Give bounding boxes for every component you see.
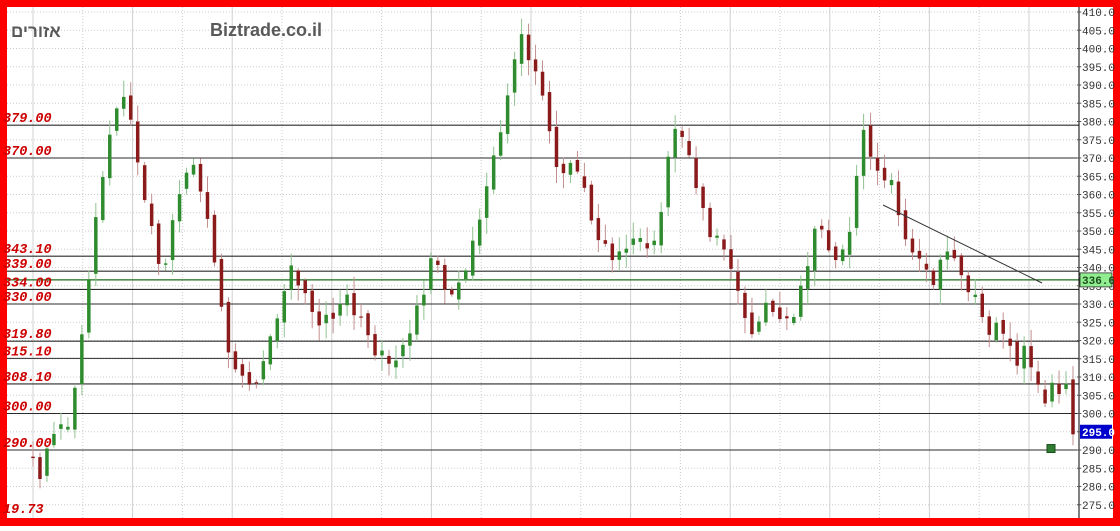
- svg-text:379.00: 379.00: [3, 112, 52, 127]
- svg-text:345.0: 345.0: [1082, 245, 1115, 257]
- svg-text:325.0: 325.0: [1082, 318, 1115, 330]
- svg-text:400.0: 400.0: [1082, 45, 1115, 57]
- svg-text:339.00: 339.00: [3, 258, 52, 273]
- svg-text:285.0: 285.0: [1082, 464, 1115, 476]
- svg-text:280.0: 280.0: [1082, 483, 1115, 495]
- svg-text:295.0: 295.0: [1082, 428, 1115, 440]
- svg-text:12/09/2013 14:32: 12/09/2013 14:32: [10, 0, 96, 2]
- svg-text:405.0: 405.0: [1082, 26, 1115, 38]
- svg-text:19.73: 19.73: [3, 503, 44, 518]
- svg-text:Biztrade.co.il: Biztrade.co.il: [210, 20, 322, 40]
- svg-text:385.0: 385.0: [1082, 99, 1115, 111]
- svg-text:330.00: 330.00: [3, 291, 52, 306]
- svg-text:319.80: 319.80: [3, 328, 52, 343]
- svg-text:315.10: 315.10: [3, 345, 52, 360]
- svg-text:290.0: 290.0: [1082, 446, 1115, 458]
- svg-text:305.0: 305.0: [1082, 391, 1115, 403]
- svg-text:380.0: 380.0: [1082, 118, 1115, 130]
- svg-text:320.0: 320.0: [1082, 337, 1115, 349]
- svg-text:365.0: 365.0: [1082, 172, 1115, 184]
- svg-text:330.0: 330.0: [1082, 300, 1115, 312]
- svg-text:360.0: 360.0: [1082, 191, 1115, 203]
- svg-text:343.10: 343.10: [3, 243, 52, 258]
- svg-text:אזורים: אזורים: [11, 22, 61, 41]
- svg-text:390.0: 390.0: [1082, 81, 1115, 93]
- svg-text:336.6: 336.6: [1082, 276, 1115, 288]
- svg-text:350.0: 350.0: [1082, 227, 1115, 239]
- svg-text:355.0: 355.0: [1082, 209, 1115, 221]
- svg-text:275.0: 275.0: [1082, 501, 1115, 513]
- svg-text:310.0: 310.0: [1082, 373, 1115, 385]
- svg-text:370.00: 370.00: [3, 145, 52, 160]
- svg-text:334.00: 334.00: [3, 276, 52, 291]
- svg-text:370.0: 370.0: [1082, 154, 1115, 166]
- svg-text:375.0: 375.0: [1082, 136, 1115, 148]
- svg-text:410.0: 410.0: [1082, 8, 1115, 20]
- svg-text:290.00: 290.00: [3, 437, 52, 452]
- svg-text:300.0: 300.0: [1082, 410, 1115, 422]
- svg-text:315.0: 315.0: [1082, 355, 1115, 367]
- svg-text:300.00: 300.00: [3, 401, 52, 416]
- svg-text:395.0: 395.0: [1082, 63, 1115, 75]
- svg-text:308.10: 308.10: [3, 371, 52, 386]
